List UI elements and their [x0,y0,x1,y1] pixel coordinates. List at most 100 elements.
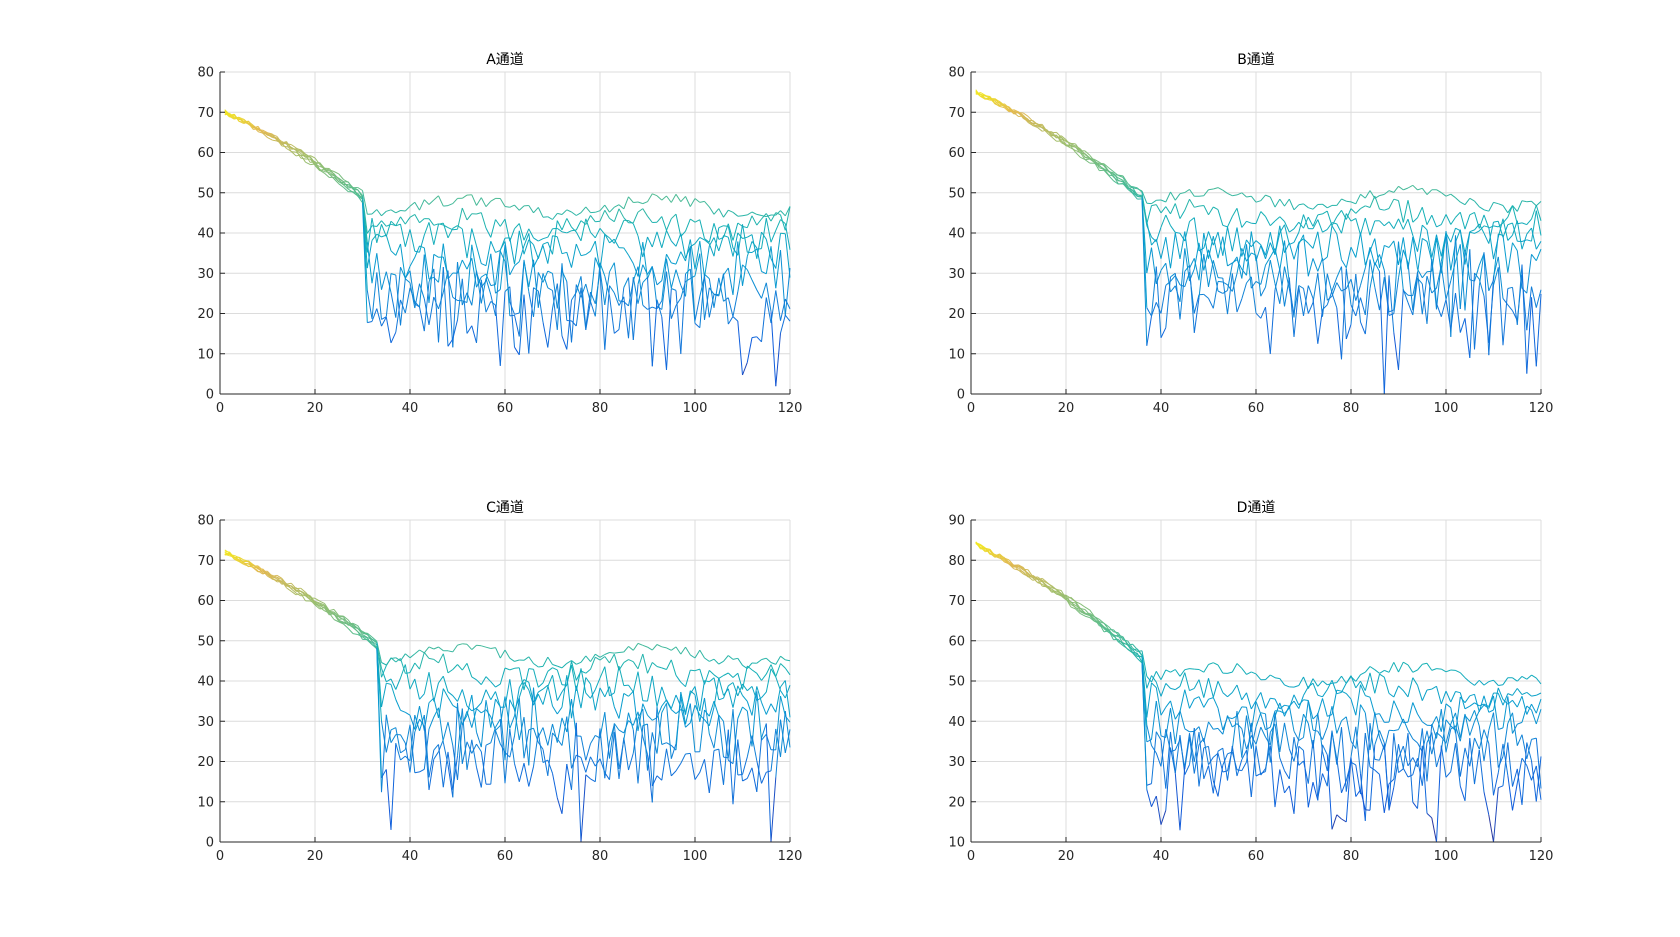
series-segment [1114,639,1119,640]
y-tick-label: 20 [197,307,214,322]
x-tick-label: 100 [1434,849,1459,864]
x-tick-label: 20 [307,401,324,416]
y-tick-label: 50 [197,186,214,201]
x-tick-label: 100 [683,401,708,416]
x-tick-label: 40 [1153,401,1170,416]
series-segment [610,653,615,654]
y-tick-label: 70 [197,554,214,569]
y-tick-label: 10 [197,347,214,362]
series-segment [1218,278,1223,279]
series-segment [529,669,534,670]
y-tick-label: 0 [206,836,214,851]
y-tick-label: 40 [197,227,214,242]
x-tick-label: 100 [683,849,708,864]
y-tick-label: 60 [197,146,214,161]
series-segment [1437,669,1442,670]
series-segment [781,233,786,234]
y-tick-label: 30 [948,267,965,282]
x-tick-label: 20 [307,849,324,864]
panel-title: B通道 [1237,52,1275,68]
x-tick-label: 0 [216,849,224,864]
y-tick-label: 60 [948,634,965,649]
x-tick-label: 20 [1058,401,1075,416]
series-segment [225,554,230,555]
series-segment [244,561,249,562]
x-tick-label: 40 [1153,849,1170,864]
series-segment [619,652,624,653]
x-tick-label: 120 [1529,401,1554,416]
series-segment [1218,281,1223,282]
x-tick-label: 80 [1343,849,1360,864]
x-tick-label: 40 [402,401,419,416]
y-tick-label: 60 [948,146,965,161]
series-segment [477,645,482,646]
x-tick-label: 120 [778,401,803,416]
series-segment [287,586,292,587]
y-tick-label: 50 [948,675,965,690]
y-tick-label: 20 [948,307,965,322]
series-segment [690,670,695,671]
y-tick-label: 40 [948,227,965,242]
x-tick-label: 20 [1058,849,1075,864]
y-tick-label: 20 [197,755,214,770]
x-tick-label: 120 [778,849,803,864]
x-tick-label: 0 [967,849,975,864]
y-tick-label: 80 [948,554,965,569]
series-segment [1199,196,1204,197]
y-tick-label: 80 [197,514,214,529]
y-tick-label: 30 [197,715,214,730]
series-segment [686,753,691,754]
x-tick-label: 60 [1248,849,1265,864]
x-tick-label: 80 [592,401,609,416]
x-tick-label: 0 [967,401,975,416]
y-tick-label: 0 [206,388,214,403]
y-tick-label: 60 [197,594,214,609]
series-segment [724,226,729,227]
y-tick-label: 90 [948,514,965,529]
series-segment [543,217,548,218]
x-tick-label: 0 [216,401,224,416]
series-segment [1033,123,1038,124]
series-segment [310,164,315,165]
series-segment [624,685,629,686]
y-tick-label: 30 [948,755,965,770]
series-segment [1190,669,1195,670]
series-segment [614,653,619,654]
x-tick-label: 120 [1529,849,1554,864]
y-tick-label: 80 [197,66,214,81]
series-segment [985,99,990,100]
series-segment [515,668,520,669]
x-tick-label: 60 [497,401,514,416]
series-segment [339,619,344,620]
series-segment [633,202,638,203]
series-segment [1118,184,1123,185]
y-tick-label: 50 [197,634,214,649]
panel-title: C通道 [486,500,524,516]
series-segment [1304,700,1309,701]
series-segment [1199,206,1204,207]
series-segment [595,221,600,222]
y-tick-label: 40 [197,675,214,690]
x-tick-label: 80 [1343,401,1360,416]
series-segment [462,644,467,645]
x-tick-label: 60 [497,849,514,864]
series-segment [443,206,448,207]
y-tick-label: 70 [197,106,214,121]
series-segment [1346,201,1351,202]
series-segment [453,229,458,230]
x-tick-label: 40 [402,849,419,864]
series-segment [538,666,543,667]
series-segment [401,211,406,212]
series-segment [1109,175,1114,176]
y-tick-label: 10 [948,836,965,851]
y-tick-label: 10 [197,795,214,810]
y-tick-label: 50 [948,186,965,201]
y-tick-label: 0 [957,388,965,403]
panel-title: D通道 [1237,500,1276,516]
y-tick-label: 40 [948,715,965,730]
